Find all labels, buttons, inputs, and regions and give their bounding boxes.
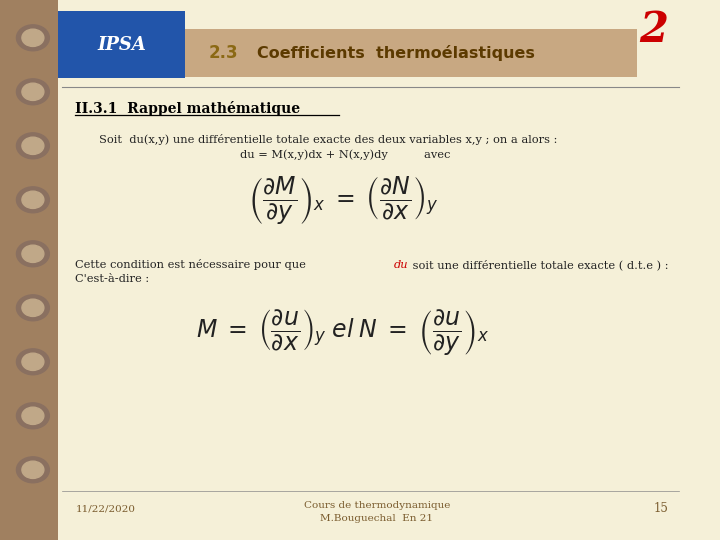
Text: $\left(\dfrac{\partial M}{\partial y}\right)_x \;=\; \left(\dfrac{\partial N}{\p: $\left(\dfrac{\partial M}{\partial y}\ri… [248, 174, 438, 226]
Text: Cours de thermodynamique: Cours de thermodynamique [304, 502, 450, 510]
FancyBboxPatch shape [0, 0, 58, 540]
Text: du: du [393, 260, 408, 269]
Circle shape [17, 241, 50, 267]
Circle shape [17, 349, 50, 375]
Text: Soit  du(x,y) une différentielle totale exacte des deux variables x,y ; on a alo: Soit du(x,y) une différentielle totale e… [99, 134, 558, 145]
Circle shape [22, 461, 44, 478]
Circle shape [22, 29, 44, 46]
Text: Cette condition est nécessaire pour que: Cette condition est nécessaire pour que [76, 259, 310, 270]
Circle shape [17, 133, 50, 159]
Text: 2.3: 2.3 [209, 44, 238, 62]
Text: M.Bouguechal  En 21: M.Bouguechal En 21 [320, 514, 433, 523]
Text: 2: 2 [639, 9, 668, 51]
Text: IPSA: IPSA [97, 36, 146, 54]
Circle shape [17, 79, 50, 105]
Circle shape [17, 187, 50, 213]
Text: 11/22/2020: 11/22/2020 [76, 504, 135, 513]
Text: 15: 15 [653, 502, 668, 515]
Circle shape [22, 83, 44, 100]
Circle shape [17, 25, 50, 51]
Circle shape [22, 191, 44, 208]
FancyBboxPatch shape [58, 0, 685, 540]
Text: du = M(x,y)dx + N(x,y)dy          avec: du = M(x,y)dx + N(x,y)dy avec [240, 149, 450, 160]
Circle shape [22, 299, 44, 316]
Circle shape [17, 403, 50, 429]
Circle shape [22, 353, 44, 370]
FancyBboxPatch shape [185, 29, 637, 77]
Text: II.3.1  Rappel mathématique: II.3.1 Rappel mathématique [76, 100, 300, 116]
FancyBboxPatch shape [58, 11, 185, 78]
Circle shape [22, 245, 44, 262]
Circle shape [22, 137, 44, 154]
Circle shape [17, 457, 50, 483]
Circle shape [22, 407, 44, 424]
Text: $M \;=\; \left(\dfrac{\partial u}{\partial x}\right)_y \; \mathit{el} \; N \;=\;: $M \;=\; \left(\dfrac{\partial u}{\parti… [196, 307, 490, 357]
Text: C'est-à-dire :: C'est-à-dire : [76, 274, 150, 284]
Text: soit une différentielle totale exacte ( d.t.e ) :: soit une différentielle totale exacte ( … [409, 259, 669, 270]
Circle shape [17, 295, 50, 321]
Text: Coefficients  thermoélastiques: Coefficients thermoélastiques [257, 45, 535, 61]
